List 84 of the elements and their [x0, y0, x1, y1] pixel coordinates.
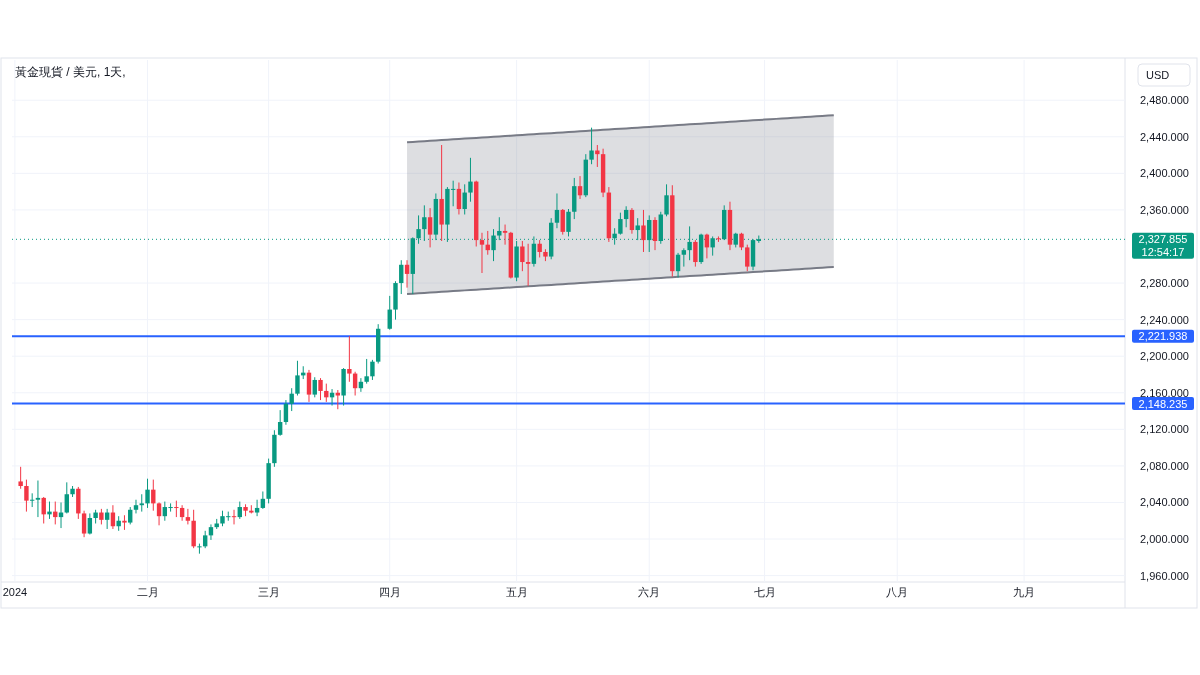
y-tick-label: 2,120.000 [1140, 423, 1189, 436]
candlestick [29, 492, 35, 508]
y-tick-label: 2,040.000 [1140, 496, 1189, 509]
x-tick-label: 2024 [2, 586, 28, 598]
candlestick [35, 480, 41, 518]
x-tick-label: 九月 [1013, 586, 1036, 598]
candlestick [64, 481, 69, 514]
x-tick-label: 三月 [257, 586, 280, 598]
candlestick [174, 500, 179, 518]
candlestick [133, 499, 139, 514]
candlestick [370, 359, 375, 381]
candlestick [468, 157, 473, 203]
candlestick [554, 192, 560, 229]
candlestick [520, 240, 525, 272]
ref-line-label: 2,148.235 [1138, 397, 1188, 410]
y-tick-label: 2,160.000 [1140, 386, 1189, 399]
text: USD [1146, 69, 1170, 81]
candlestick [185, 508, 191, 525]
candlestick [347, 335, 352, 383]
candlestick [145, 478, 150, 509]
candlestick [254, 499, 260, 517]
candlestick [404, 259, 410, 289]
candlestick [422, 204, 427, 242]
candlestick [306, 369, 312, 403]
x-tick-label: 七月 [753, 586, 776, 598]
candlestick [479, 232, 485, 274]
y-tick-label: 1,960.000 [1140, 569, 1189, 582]
candlestick [289, 387, 294, 412]
candlestick [295, 360, 300, 397]
y-tick-label: 2,000.000 [1140, 533, 1189, 546]
candlestick [260, 491, 266, 510]
y-tick-label: 2,200.000 [1140, 350, 1189, 363]
candlestick [283, 399, 289, 426]
candlestick [156, 501, 162, 526]
candlestick [456, 182, 462, 215]
text: 12:54:17 [1141, 246, 1185, 259]
x-tick-label: 四月 [378, 586, 401, 598]
candlestick [623, 205, 629, 228]
candlestick [502, 224, 508, 246]
candlestick [335, 389, 341, 410]
candlestick [641, 209, 646, 253]
x-tick-label: 二月 [136, 586, 159, 598]
x-tick-label: 六月 [638, 586, 661, 598]
candlestick [318, 377, 323, 401]
candlestick [231, 509, 237, 525]
text: 黃金現貨 / 美元, 1天, [15, 65, 126, 79]
ref-line-label: 2,221.938 [1138, 330, 1188, 343]
candlestick [560, 208, 565, 236]
line-series [406, 114, 835, 144]
candlestick [364, 358, 369, 385]
x-tick-label: 八月 [886, 586, 909, 598]
candlestick [595, 144, 600, 168]
candlestick [652, 216, 658, 251]
candlestick [745, 244, 750, 272]
candlestick [24, 479, 29, 513]
candlestick [525, 243, 531, 287]
candlestick [693, 239, 698, 268]
candlestick [312, 376, 317, 398]
candlestick [716, 235, 721, 243]
candlestick [566, 208, 571, 237]
y-tick-label: 2,440.000 [1140, 130, 1189, 143]
candlestick [399, 259, 404, 295]
x-tick-label: 五月 [505, 586, 528, 598]
candlestick [589, 127, 594, 165]
candlestick [577, 175, 583, 200]
candlestick [427, 207, 433, 248]
y-tick-label: 2,360.000 [1140, 203, 1189, 216]
candlestick [197, 543, 202, 555]
y-tick-label: 2,080.000 [1140, 459, 1189, 472]
candlestick [681, 247, 687, 268]
ref-line-label: 2,327.855 [1138, 233, 1188, 246]
candlestick [81, 510, 87, 538]
candlestick [277, 409, 283, 437]
candlestick [18, 466, 23, 490]
y-tick-label: 2,480.000 [1140, 94, 1189, 107]
candlestick [629, 207, 635, 235]
candlestick [462, 183, 467, 215]
y-tick-label: 2,400.000 [1140, 167, 1189, 180]
candlestick [618, 212, 623, 236]
candlestick [139, 493, 144, 513]
y-tick-label: 2,240.000 [1140, 313, 1189, 326]
candlestick [664, 183, 669, 217]
y-tick-label: 2,280.000 [1140, 277, 1189, 290]
candlestick [387, 295, 392, 331]
